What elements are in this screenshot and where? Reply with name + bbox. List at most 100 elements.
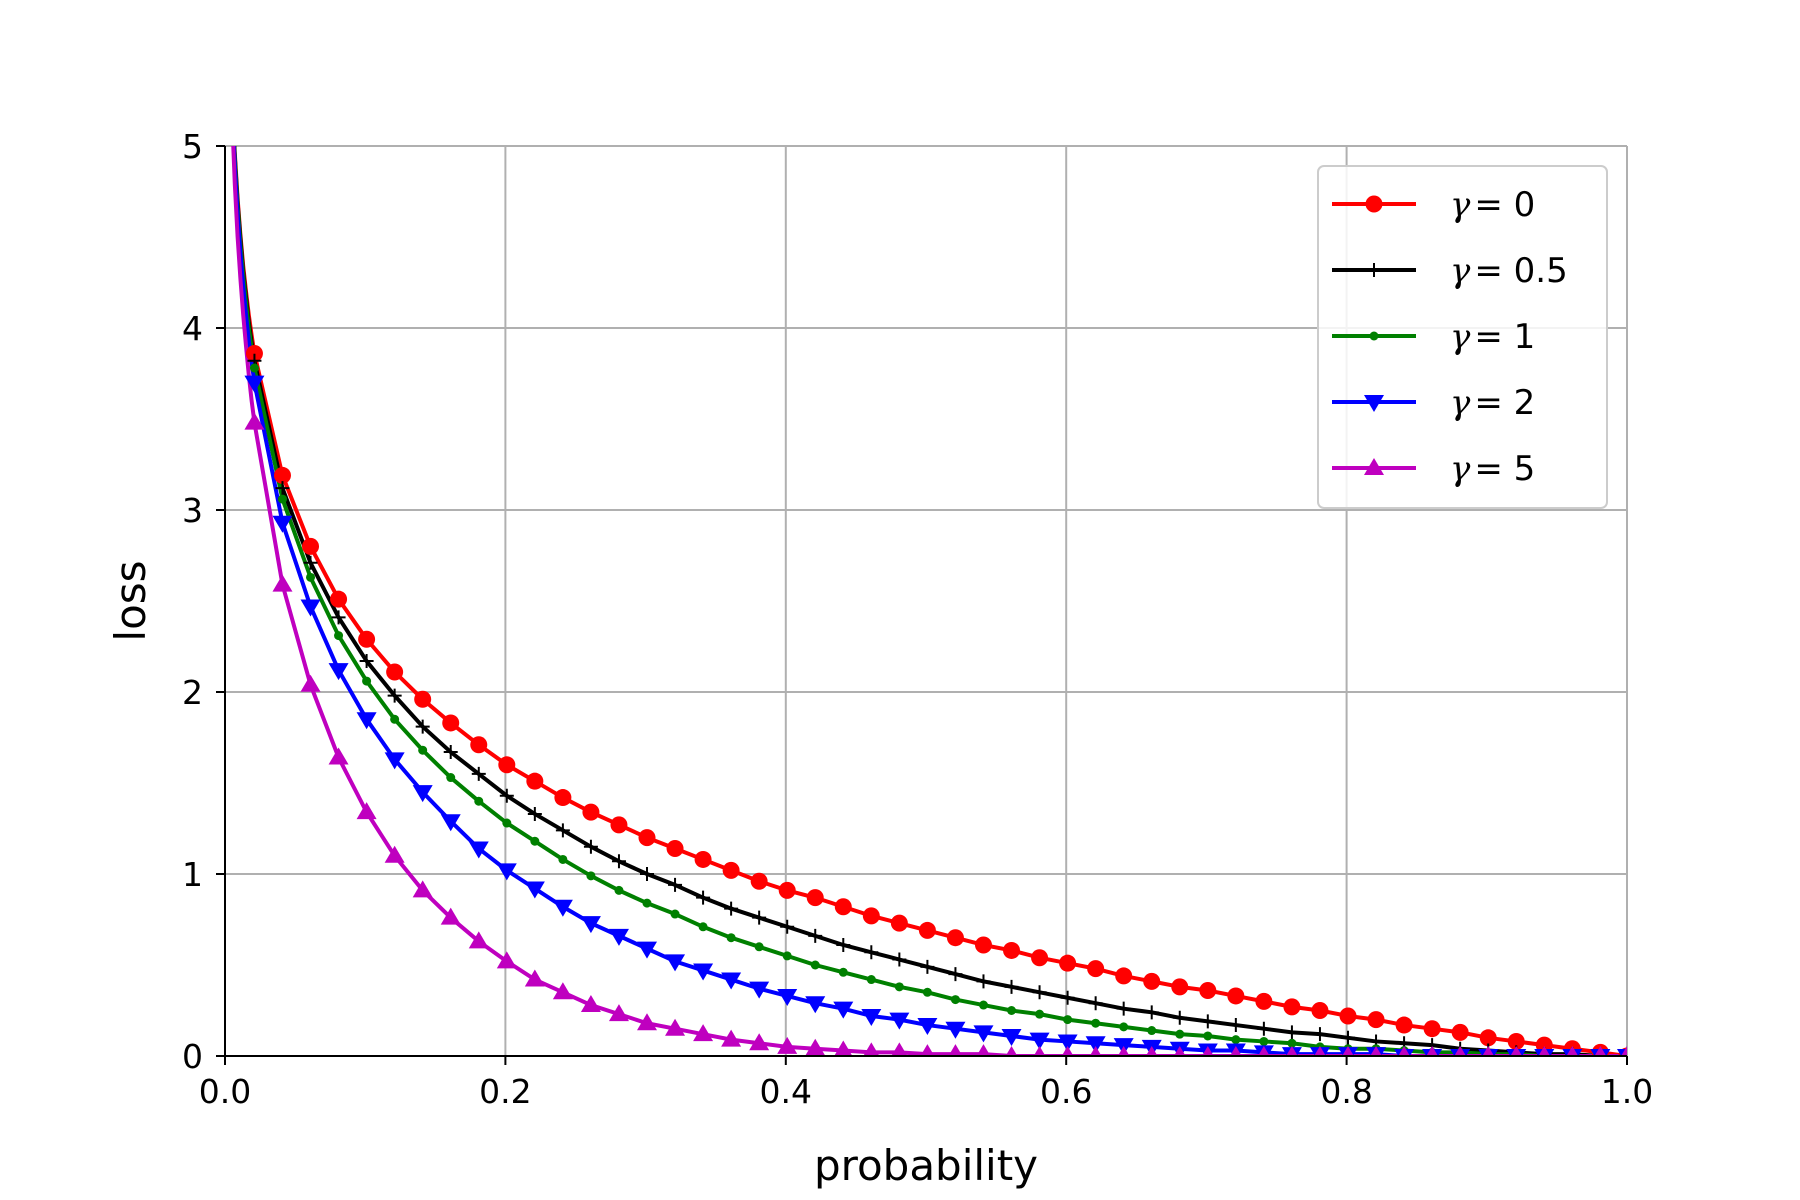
y-tick-label: 0 — [182, 1037, 203, 1076]
data-point-0 — [554, 789, 572, 807]
data-point-3 — [777, 988, 798, 1006]
data-point-0 — [302, 537, 320, 555]
data-point-3 — [328, 663, 349, 681]
data-point-0 — [498, 756, 516, 774]
data-point-2 — [1035, 1009, 1045, 1019]
data-point-4 — [384, 845, 405, 863]
x-tick-label: 0.0 — [199, 1072, 251, 1111]
data-point-4 — [496, 951, 517, 969]
legend: γ = 0γ = 0.5γ = 1γ = 2γ = 5 — [1317, 165, 1608, 509]
data-point-2 — [754, 942, 764, 952]
legend-entry-label: γ = 0 — [1450, 185, 1535, 225]
data-point-3 — [861, 1008, 882, 1026]
legend-entry-value: = 0 — [1474, 185, 1535, 225]
data-point-2 — [1091, 1018, 1101, 1028]
x-tick-label: 0.6 — [1040, 1072, 1092, 1111]
data-point-3 — [608, 928, 629, 946]
data-point-1 — [527, 806, 542, 821]
data-point-2 — [1287, 1038, 1297, 1048]
data-point-1 — [499, 788, 514, 803]
data-point-4 — [976, 1044, 991, 1056]
data-point-2 — [1063, 1015, 1073, 1025]
data-point-0 — [1059, 954, 1077, 972]
data-point-2 — [838, 967, 848, 977]
data-point-2 — [418, 745, 428, 755]
data-point-1 — [976, 974, 991, 989]
legend-entry-symbol: γ — [1450, 383, 1471, 423]
data-point-1 — [892, 952, 907, 967]
data-point-1 — [611, 854, 626, 869]
data-point-4 — [328, 747, 349, 765]
data-point-1 — [1228, 1018, 1243, 1033]
data-point-3 — [665, 954, 686, 972]
data-point-0 — [1423, 1020, 1441, 1038]
data-point-3 — [637, 941, 658, 959]
data-point-1 — [443, 745, 458, 760]
x-tick-label: 0.2 — [479, 1072, 531, 1111]
data-point-1 — [1256, 1021, 1271, 1036]
data-point-1 — [780, 919, 795, 934]
data-point-0 — [918, 921, 936, 939]
legend-entry-label: γ = 1 — [1450, 317, 1535, 357]
data-point-3 — [1085, 1036, 1106, 1054]
data-point-4 — [1426, 1046, 1439, 1056]
data-point-0 — [834, 898, 852, 916]
data-point-0 — [778, 881, 796, 899]
data-point-4 — [1173, 1046, 1186, 1056]
data-point-4 — [1621, 1046, 1627, 1056]
data-point-4 — [412, 880, 433, 898]
data-point-4 — [1594, 1046, 1607, 1056]
data-point-0 — [862, 907, 880, 925]
data-point-0 — [1311, 1002, 1329, 1019]
data-point-3 — [1057, 1034, 1078, 1052]
data-point-0 — [694, 850, 712, 868]
data-point-0 — [1451, 1023, 1469, 1041]
data-point-4 — [552, 982, 573, 1000]
data-point-4 — [1342, 1046, 1354, 1056]
data-point-2 — [1231, 1035, 1241, 1045]
data-point-0 — [582, 803, 600, 821]
data-point-2 — [894, 982, 904, 992]
data-point-1 — [1200, 1014, 1215, 1029]
data-point-4 — [1117, 1046, 1130, 1056]
legend-entry-value: = 1 — [1474, 317, 1535, 357]
data-point-2 — [446, 773, 456, 783]
data-point-1 — [640, 867, 655, 881]
data-point-4 — [1145, 1046, 1158, 1056]
data-point-4 — [749, 1033, 770, 1051]
data-point-1 — [696, 890, 711, 905]
data-point-0 — [245, 344, 263, 362]
data-point-0 — [470, 736, 488, 754]
data-point-3 — [384, 752, 405, 770]
data-point-4 — [948, 1044, 963, 1056]
data-point-4 — [1061, 1046, 1074, 1056]
data-point-4 — [356, 802, 377, 820]
data-point-0 — [1199, 981, 1217, 999]
data-point-4 — [524, 969, 545, 987]
data-point-0 — [1003, 941, 1021, 959]
legend-entry-label: γ = 5 — [1450, 449, 1535, 489]
data-point-1 — [1060, 990, 1075, 1005]
data-point-2 — [586, 871, 596, 881]
data-point-0 — [1339, 1007, 1357, 1025]
y-axis-label: loss — [106, 560, 155, 641]
data-point-4 — [834, 1040, 853, 1056]
data-point-3 — [917, 1018, 938, 1036]
data-point-0 — [1507, 1032, 1525, 1050]
legend-swatch-marker — [1365, 195, 1383, 213]
y-tick-label: 5 — [182, 127, 203, 166]
data-point-1 — [1032, 985, 1047, 1000]
data-point-2 — [698, 922, 708, 932]
series-markers — [244, 344, 1627, 1056]
data-point-2 — [810, 960, 820, 970]
data-point-4 — [1257, 1046, 1270, 1056]
legend-entry-value: = 5 — [1474, 449, 1535, 489]
y-tick-label: 3 — [182, 491, 203, 530]
data-point-2 — [390, 714, 400, 724]
data-point-3 — [1029, 1032, 1050, 1050]
data-point-2 — [782, 951, 792, 961]
data-point-0 — [638, 829, 656, 847]
data-point-2 — [249, 363, 259, 373]
data-point-3 — [889, 1012, 910, 1030]
data-point-1 — [836, 937, 851, 952]
